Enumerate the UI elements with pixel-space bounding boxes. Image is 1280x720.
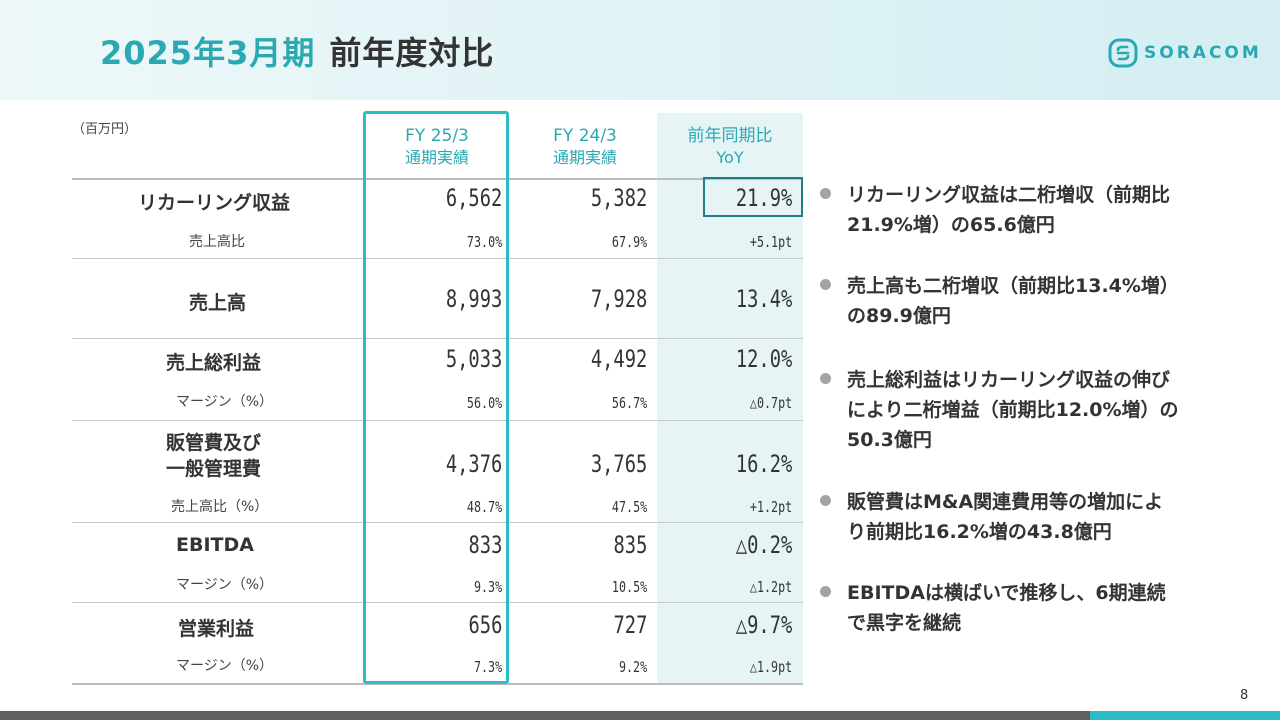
page-title: 2025年3月期 前年度対比	[100, 28, 494, 74]
cell-fy24: 9.2%	[618, 658, 647, 676]
bullet-item: 売上総利益はリカーリング収益の伸び により二桁増益（前期比12.0%増）の 50…	[820, 365, 1210, 455]
cell-fy25: 8,993	[445, 285, 502, 313]
bullet-dot-icon	[820, 586, 831, 597]
column-header-fy24-type: 通期実績	[552, 148, 617, 167]
cell-fy25: 6,562	[445, 184, 502, 212]
table-divider	[72, 178, 803, 180]
row-sublabel: マージン（%）	[176, 394, 274, 410]
row-label-line2: 一般管理費	[166, 458, 262, 480]
bullet-dot-icon	[820, 279, 831, 290]
cell-fy25: 56.0%	[466, 394, 502, 412]
unit-label: （百万円）	[72, 122, 138, 137]
cell-fy24: 5,382	[590, 184, 647, 212]
bullet-text-line: 売上高も二桁増収（前期比13.4%増）	[847, 275, 1179, 297]
cell-fy25: 9.3%	[473, 578, 502, 596]
row-sublabel: マージン（%）	[176, 577, 274, 593]
cell-fy25: 73.0%	[466, 233, 502, 251]
cell-fy24: 67.9%	[611, 233, 647, 251]
cell-fy24: 7,928	[590, 285, 647, 313]
bullet-item: EBITDAは横ばいで推移し、6期連続 で黒字を継続	[820, 578, 1210, 638]
bullet-text-line: り前期比16.2%増の43.8億円	[847, 521, 1112, 543]
title-comparison: 前年度対比	[329, 34, 495, 72]
cell-fy24: 835	[613, 531, 647, 559]
cell-fy24: 727	[613, 611, 647, 639]
bullet-text-line: 50.3億円	[847, 429, 932, 451]
table-divider	[72, 602, 803, 603]
bullet-text-line: の89.9億円	[847, 305, 951, 327]
table-divider	[72, 258, 803, 259]
column-header-fy24-period: FY 24/3	[553, 126, 617, 146]
row-sublabel: 売上高比	[189, 234, 245, 250]
fy25-column-highlight	[363, 111, 509, 684]
cell-yoy: +5.1pt	[749, 233, 792, 251]
footer-bar	[0, 711, 1280, 720]
bullet-dot-icon	[820, 373, 831, 384]
title-fiscal-year: 2025年3月期	[100, 34, 316, 72]
row-label: リカーリング収益	[138, 192, 291, 214]
soracom-logo-icon	[1108, 38, 1138, 68]
bullet-text-line: により二桁増益（前期比12.0%増）の	[847, 399, 1179, 421]
column-header-fy25-type: 通期実績	[404, 148, 469, 167]
cell-yoy: 16.2%	[735, 450, 792, 478]
cell-yoy: 13.4%	[735, 285, 792, 313]
cell-fy25: 656	[468, 611, 502, 639]
cell-fy25: 5,033	[445, 345, 502, 373]
cell-fy24: 3,765	[590, 450, 647, 478]
cell-yoy: 21.9%	[735, 184, 792, 212]
soracom-logo: SORACOM	[1108, 38, 1262, 68]
header-band	[0, 0, 1280, 100]
row-label: 売上高	[189, 292, 247, 314]
bullet-item: リカーリング収益は二桁増収（前期比 21.9%増）の65.6億円	[820, 180, 1210, 240]
column-header-fy25-period: FY 25/3	[405, 126, 469, 146]
bullet-text-line: で黒字を継続	[847, 612, 962, 634]
column-header-yoy-jp: 前年同期比	[687, 126, 773, 146]
column-header-yoy-en: YoY	[716, 148, 744, 167]
footer-accent	[1090, 711, 1280, 720]
row-label: 売上総利益	[166, 352, 262, 374]
cell-fy25: 7.3%	[473, 658, 502, 676]
recurring-yoy-highlight	[703, 177, 803, 217]
cell-yoy: +1.2pt	[749, 498, 792, 516]
table-divider	[72, 683, 803, 685]
column-header-yoy: 前年同期比 YoY	[660, 126, 800, 168]
table-divider	[72, 338, 803, 339]
bullet-text-line: 販管費はM&A関連費用等の増加によ	[847, 491, 1164, 513]
row-sublabel: 売上高比（%）	[171, 499, 269, 515]
bullet-text-line: EBITDAは横ばいで推移し、6期連続	[847, 582, 1166, 604]
bullet-dot-icon	[820, 495, 831, 506]
table-divider	[72, 522, 803, 523]
bullet-item: 売上高も二桁増収（前期比13.4%増） の89.9億円	[820, 271, 1210, 331]
column-header-fy24: FY 24/3 通期実績	[515, 126, 655, 168]
cell-yoy: 12.0%	[735, 345, 792, 373]
page-number: 8	[1240, 688, 1249, 703]
column-header-fy25: FY 25/3 通期実績	[367, 126, 507, 168]
cell-yoy: △1.9pt	[749, 658, 792, 676]
cell-fy25: 48.7%	[466, 498, 502, 516]
cell-fy24: 47.5%	[611, 498, 647, 516]
bullet-dot-icon	[820, 188, 831, 199]
cell-fy25: 833	[468, 531, 502, 559]
cell-fy24: 10.5%	[611, 578, 647, 596]
table-divider	[72, 420, 803, 421]
bullet-text-line: 売上総利益はリカーリング収益の伸び	[847, 369, 1171, 391]
cell-fy24: 56.7%	[611, 394, 647, 412]
row-label: 営業利益	[178, 618, 255, 640]
row-label: EBITDA	[176, 534, 254, 556]
cell-yoy: △9.7%	[735, 611, 792, 639]
logo-text: SORACOM	[1144, 43, 1262, 63]
bullet-text-line: リカーリング収益は二桁増収（前期比	[847, 184, 1171, 206]
bullet-text-line: 21.9%増）の65.6億円	[847, 214, 1055, 236]
row-sublabel: マージン（%）	[176, 658, 274, 674]
cell-yoy: △0.2%	[735, 531, 792, 559]
row-label-line1: 販管費及び	[166, 432, 262, 454]
cell-fy25: 4,376	[445, 450, 502, 478]
cell-yoy: △1.2pt	[749, 578, 792, 596]
cell-yoy: △0.7pt	[749, 394, 792, 412]
bullet-item: 販管費はM&A関連費用等の増加によ り前期比16.2%増の43.8億円	[820, 487, 1210, 547]
cell-fy24: 4,492	[590, 345, 647, 373]
yoy-column-background	[657, 113, 803, 683]
